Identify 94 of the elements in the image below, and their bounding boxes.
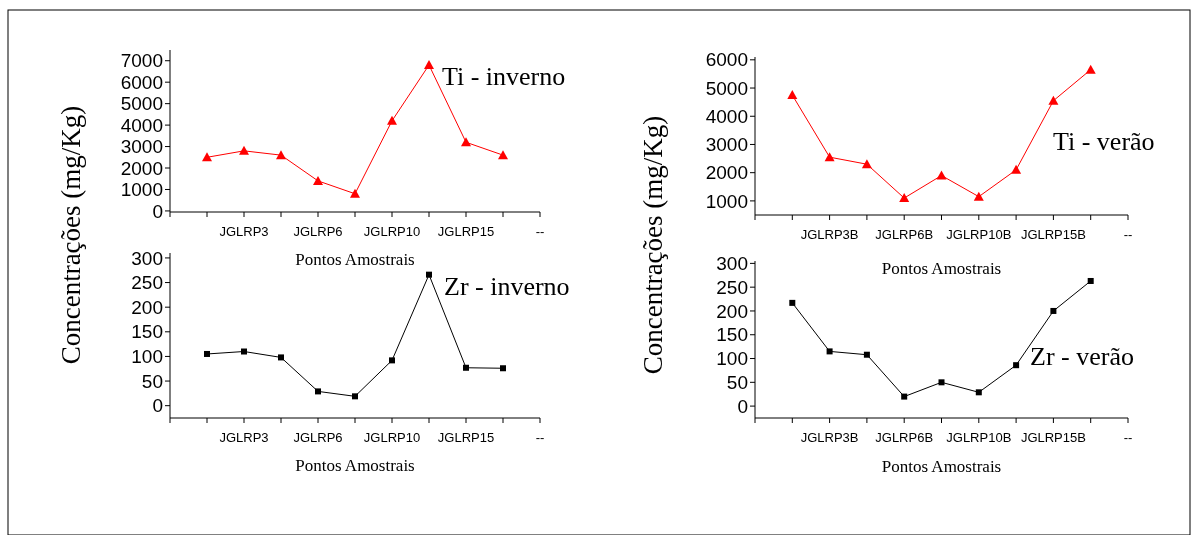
y-tick-label: 0 bbox=[737, 395, 748, 417]
x-axis-title: Pontos Amostrais bbox=[295, 250, 415, 269]
point bbox=[1050, 307, 1057, 314]
point bbox=[313, 175, 323, 185]
text: Zr - inverno bbox=[444, 272, 570, 301]
point bbox=[826, 348, 833, 355]
y-tick-label: 5000 bbox=[705, 77, 748, 99]
point bbox=[973, 191, 984, 201]
point bbox=[901, 393, 908, 400]
y-tick-label: 7000 bbox=[120, 50, 163, 72]
y-tick-label: 1000 bbox=[120, 179, 163, 201]
y-tick-label: 100 bbox=[131, 346, 163, 368]
y-tick-label: 150 bbox=[716, 324, 748, 346]
point bbox=[204, 350, 210, 357]
point bbox=[498, 150, 508, 160]
point bbox=[1085, 64, 1096, 74]
y-axis-title: Concentrações (mg/Kg) bbox=[638, 115, 668, 375]
point bbox=[1013, 362, 1020, 369]
point bbox=[824, 152, 835, 162]
point bbox=[350, 188, 360, 198]
point bbox=[789, 299, 796, 306]
y-tick-label: 2000 bbox=[120, 157, 163, 179]
y-tick-label: 3000 bbox=[705, 134, 748, 156]
point bbox=[1087, 277, 1094, 284]
y-axis-title: Concentrações (mg/Kg) bbox=[56, 105, 86, 365]
x-axis-title: Pontos Amostrais bbox=[881, 457, 1002, 476]
point bbox=[863, 351, 870, 358]
y-tick-label: 300 bbox=[131, 247, 163, 269]
x-tick-label: -- bbox=[535, 224, 545, 239]
point bbox=[352, 393, 358, 400]
point bbox=[463, 364, 469, 371]
x-tick-label: JGLRP3 bbox=[219, 224, 269, 239]
x-tick-label: JGLRP6 bbox=[293, 224, 343, 239]
x-tick-label: JGLRP15B bbox=[1020, 430, 1086, 445]
point bbox=[278, 354, 284, 361]
x-tick-label: JGLRP6B bbox=[875, 227, 934, 242]
y-tick-label: 3000 bbox=[120, 136, 163, 158]
x-axis-title: Pontos Amostrais bbox=[295, 456, 415, 475]
x-tick-label: JGLRP10B bbox=[946, 227, 1012, 242]
y-tick-label: 6000 bbox=[120, 71, 163, 93]
x-tick-label: JGLRP6B bbox=[875, 430, 934, 445]
y-tick-label: 150 bbox=[131, 321, 163, 343]
y-tick-label: 1000 bbox=[705, 190, 748, 212]
y-tick-label: 100 bbox=[716, 348, 748, 370]
y-tick-label: 4000 bbox=[705, 105, 748, 127]
point bbox=[239, 145, 249, 155]
x-tick-label: JGLRP15B bbox=[1020, 227, 1086, 242]
text: Ti - verão bbox=[1053, 127, 1155, 156]
y-tick-label: 250 bbox=[131, 272, 163, 294]
y-tick-label: 4000 bbox=[120, 114, 163, 136]
y-tick-label: 2000 bbox=[705, 162, 748, 184]
text: Zr - verão bbox=[1030, 342, 1134, 371]
x-tick-label: JGLRP3 bbox=[219, 430, 269, 445]
y-tick-label: 300 bbox=[716, 253, 748, 275]
point bbox=[424, 60, 434, 70]
point bbox=[461, 137, 471, 147]
point bbox=[389, 357, 395, 364]
point bbox=[861, 159, 872, 169]
y-tick-label: 200 bbox=[131, 296, 163, 318]
x-tick-label: JGLRP3B bbox=[800, 227, 859, 242]
point bbox=[1011, 164, 1022, 174]
y-tick-label: 0 bbox=[152, 200, 163, 222]
x-tick-label: -- bbox=[1123, 430, 1133, 445]
point bbox=[936, 170, 947, 180]
x-tick-label: JGLRP3B bbox=[800, 430, 859, 445]
point bbox=[241, 348, 247, 355]
y-tick-label: 50 bbox=[726, 371, 748, 393]
x-tick-label: JGLRP15 bbox=[437, 224, 495, 239]
y-tick-label: 200 bbox=[716, 300, 748, 322]
x-tick-label: JGLRP10B bbox=[946, 430, 1012, 445]
x-tick-label: JGLRP15 bbox=[437, 430, 495, 445]
point bbox=[938, 379, 945, 386]
x-tick-label: JGLRP10 bbox=[363, 430, 421, 445]
y-tick-label: 250 bbox=[716, 276, 748, 298]
point bbox=[500, 365, 506, 372]
x-tick-label: -- bbox=[535, 430, 545, 445]
x-axis-title: Pontos Amostrais bbox=[881, 259, 1002, 278]
y-tick-label: 0 bbox=[152, 395, 163, 417]
x-tick-label: -- bbox=[1123, 227, 1133, 242]
point bbox=[787, 90, 798, 100]
y-tick-label: 50 bbox=[141, 370, 163, 392]
point bbox=[899, 193, 910, 203]
point bbox=[387, 115, 397, 125]
point bbox=[202, 152, 212, 162]
point bbox=[315, 388, 321, 395]
point bbox=[426, 271, 432, 278]
y-tick-label: 6000 bbox=[705, 49, 748, 71]
point bbox=[975, 389, 982, 396]
text: Ti - inverno bbox=[442, 62, 566, 91]
point bbox=[276, 150, 286, 160]
point bbox=[1048, 95, 1059, 105]
x-tick-label: JGLRP6 bbox=[293, 430, 343, 445]
x-tick-label: JGLRP10 bbox=[363, 224, 421, 239]
y-tick-label: 5000 bbox=[120, 93, 163, 115]
